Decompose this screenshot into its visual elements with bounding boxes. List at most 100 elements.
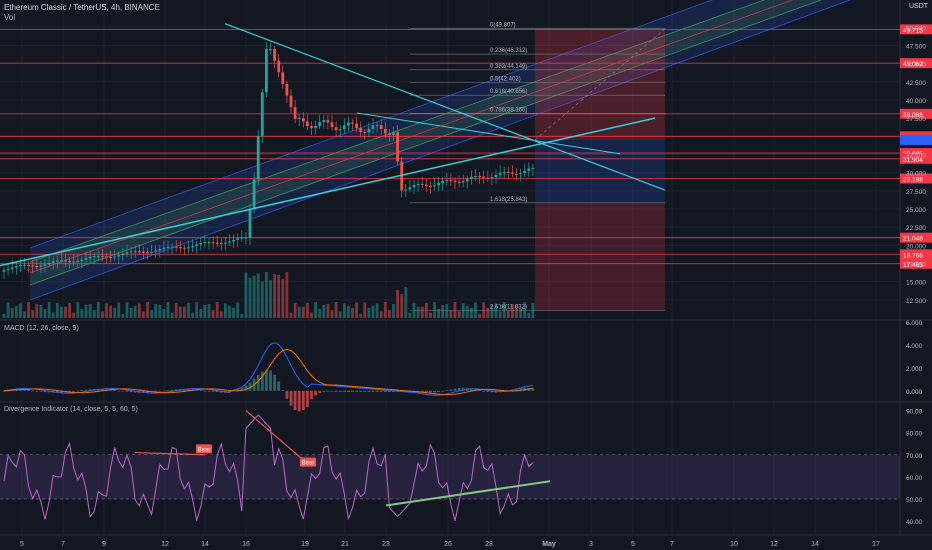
candle-body	[158, 249, 162, 251]
candle-body	[285, 83, 289, 96]
candle-body	[248, 208, 252, 238]
time-tick-label: 12	[770, 541, 778, 548]
candle-body	[183, 247, 186, 249]
price-tick-label: 17.500	[906, 261, 926, 268]
macd-histogram-bar	[486, 390, 490, 392]
macd-histogram-bar	[162, 390, 166, 392]
candle-body	[228, 241, 231, 243]
bear-label: Bear	[198, 447, 211, 453]
candle-body	[199, 243, 203, 245]
candle-body	[121, 253, 125, 256]
macd-histogram-bar	[404, 390, 408, 392]
macd-histogram-bar	[424, 390, 428, 393]
macd-histogram-bar	[154, 390, 158, 392]
candle-body	[191, 246, 194, 248]
candle-body	[367, 128, 371, 133]
candle-body	[449, 179, 453, 181]
volume-bar	[219, 311, 223, 318]
level-tag	[900, 153, 932, 164]
time-tick-label: 5	[20, 541, 24, 548]
candle-body	[256, 135, 260, 180]
price-tick-label: 40.000	[906, 98, 926, 105]
level-tag-text: 49.715	[903, 27, 923, 34]
volume-bar	[265, 272, 268, 318]
macd-histogram-bar	[215, 390, 219, 393]
volume-bar	[10, 307, 14, 318]
trendline-flag	[356, 112, 621, 155]
volume-bar	[416, 306, 420, 318]
candle-body	[80, 259, 84, 262]
macd-histogram-bar	[293, 390, 297, 411]
divergence-line	[245, 410, 306, 462]
candle-body	[519, 173, 522, 175]
macd-histogram-bar	[478, 390, 481, 391]
candle-body	[502, 171, 506, 173]
volume-bar	[523, 302, 527, 318]
volume-bar	[285, 272, 289, 318]
macd-histogram-bar	[170, 389, 174, 391]
volume-bar	[51, 312, 55, 318]
candle-body	[244, 237, 248, 239]
candle-body	[281, 72, 285, 84]
candle-body	[453, 180, 457, 182]
macd-histogram-bar	[125, 390, 129, 392]
volume-bar	[211, 310, 215, 318]
macd-histogram-bar	[14, 389, 18, 391]
volume-bar	[269, 280, 272, 318]
candle-body	[219, 243, 223, 245]
volume-bar	[105, 303, 108, 318]
macd-histogram-bar	[355, 390, 358, 392]
time-tick-label: 9	[102, 541, 106, 548]
macd-histogram-bar	[388, 390, 391, 392]
candle-body	[441, 180, 445, 184]
volume-bar	[379, 311, 383, 318]
fib-level-label: 1.618(25.843)	[490, 197, 527, 203]
volume-bar	[60, 306, 63, 318]
candle-body	[265, 49, 268, 93]
volume-bar	[228, 305, 231, 318]
volume-bar	[27, 302, 30, 318]
volume-bar	[465, 305, 469, 318]
volume-bar	[347, 305, 350, 318]
candle-body	[232, 239, 235, 242]
candle-body	[445, 179, 449, 181]
macd-histogram-bar	[429, 390, 432, 393]
candle-body	[515, 173, 518, 175]
macd-histogram-bar	[68, 390, 71, 392]
candle-body	[486, 177, 490, 179]
projection-line	[534, 28, 666, 141]
macd-histogram-bar	[470, 388, 473, 391]
candle-body	[146, 252, 149, 254]
macd-histogram-bar	[449, 389, 453, 391]
macd-histogram-bar	[301, 390, 305, 411]
time-tick-label: 12	[161, 541, 169, 548]
candle-body	[416, 184, 420, 186]
candle-body	[240, 237, 244, 239]
candle-body	[457, 181, 461, 183]
level-tag	[900, 249, 932, 260]
volume-bar	[453, 302, 457, 318]
macd-histogram-bar	[117, 390, 121, 392]
fib-zone-mid	[535, 139, 665, 203]
volume-bar	[334, 302, 338, 318]
volume-bar	[68, 302, 71, 318]
last-price-tag	[900, 134, 932, 145]
candle-body	[129, 251, 133, 253]
volume-bar	[6, 302, 10, 318]
macd-histogram-bar	[367, 390, 371, 392]
volume-bar	[55, 302, 59, 318]
candle-body	[166, 246, 170, 248]
macd-line	[3, 342, 533, 396]
macd-histogram-bar	[482, 390, 486, 392]
candle-body	[31, 265, 35, 267]
level-tag-text: 29.188	[903, 177, 923, 184]
macd-histogram-bar	[228, 390, 231, 393]
volume-bar	[445, 304, 449, 318]
candle-body	[404, 189, 408, 191]
volume-bar	[183, 306, 186, 318]
macd-histogram-bar	[519, 388, 522, 391]
price-tick-label: 20.000	[906, 243, 926, 250]
macd-histogram-bar	[166, 390, 170, 391]
volume-bar	[494, 303, 498, 318]
